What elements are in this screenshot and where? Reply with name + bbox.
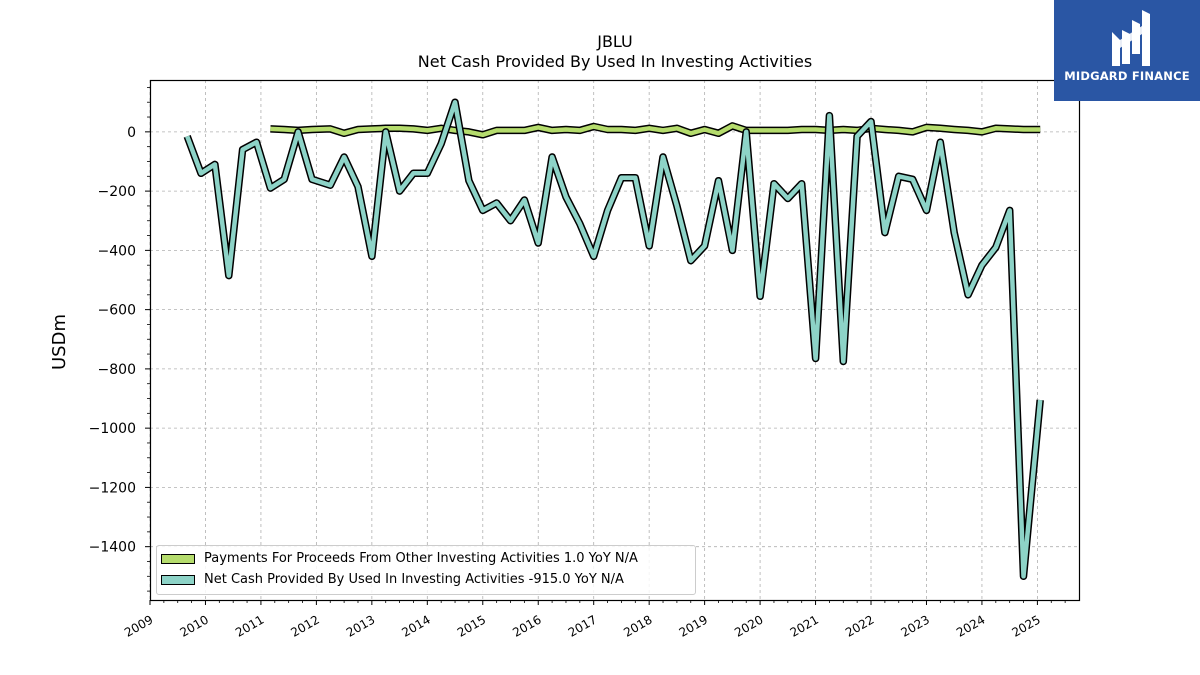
x-tick-label: 2013 <box>344 612 377 639</box>
y-tick-label: 0 <box>127 125 136 141</box>
legend-swatch <box>161 575 195 585</box>
x-tick-label: 2022 <box>843 612 876 639</box>
x-tick-label: 2020 <box>732 612 765 639</box>
x-tick-label: 2010 <box>178 612 211 639</box>
x-tick-label: 2015 <box>455 612 488 639</box>
legend-label: Payments For Proceeds From Other Investi… <box>204 551 638 566</box>
x-tick-label: 2018 <box>621 612 654 639</box>
x-tick-label: 2023 <box>899 612 932 639</box>
x-tick-label: 2017 <box>566 612 599 639</box>
x-tick-label: 2014 <box>399 612 432 639</box>
x-tick-label: 2021 <box>788 612 821 639</box>
y-tick-label: −1200 <box>89 480 136 496</box>
y-tick-label: −200 <box>98 184 136 200</box>
x-tick-label: 2025 <box>1009 612 1042 639</box>
x-tick-label: 2009 <box>122 612 155 639</box>
y-tick-label: −800 <box>98 362 136 378</box>
chart-title: JBLU <box>597 32 633 51</box>
plot-frame <box>149 79 1081 602</box>
y-axis: 0 −200 −400 −600 −800 −1000 −1200 −1400 <box>89 87 150 592</box>
y-tick-label: −1400 <box>89 540 136 556</box>
legend-swatch <box>161 554 195 564</box>
series-line <box>185 99 1043 579</box>
logo-text: MIDGARD FINANCE <box>1064 69 1190 83</box>
grid <box>149 80 1079 600</box>
x-tick-label: 2011 <box>233 612 266 639</box>
x-tick-label: 2012 <box>288 612 321 639</box>
logo-mark-icon <box>1112 10 1150 66</box>
x-tick-label: 2016 <box>510 612 543 639</box>
y-tick-label: −600 <box>98 303 136 319</box>
series-line-outline <box>183 98 1044 581</box>
series-layer <box>183 98 1044 581</box>
legend-label: Net Cash Provided By Used In Investing A… <box>204 572 624 587</box>
series-0 <box>270 122 1041 139</box>
x-tick-label: 2019 <box>677 612 710 639</box>
x-axis: 2009 2010 2011 2012 2013 2014 2015 2016 2017 2018… <box>122 600 1066 640</box>
y-tick-label: −400 <box>98 243 136 259</box>
y-tick-label: −1000 <box>89 421 136 437</box>
midgard-finance-logo: MIDGARD FINANCE <box>1054 0 1200 101</box>
series-1 <box>183 98 1044 581</box>
series-line <box>270 123 1041 138</box>
legend: Payments For Proceeds From Other Investi… <box>156 545 696 595</box>
chart-subtitle: Net Cash Provided By Used In Investing A… <box>417 52 813 71</box>
y-axis-label: USDm <box>49 314 70 370</box>
x-tick-label: 2024 <box>954 612 987 639</box>
